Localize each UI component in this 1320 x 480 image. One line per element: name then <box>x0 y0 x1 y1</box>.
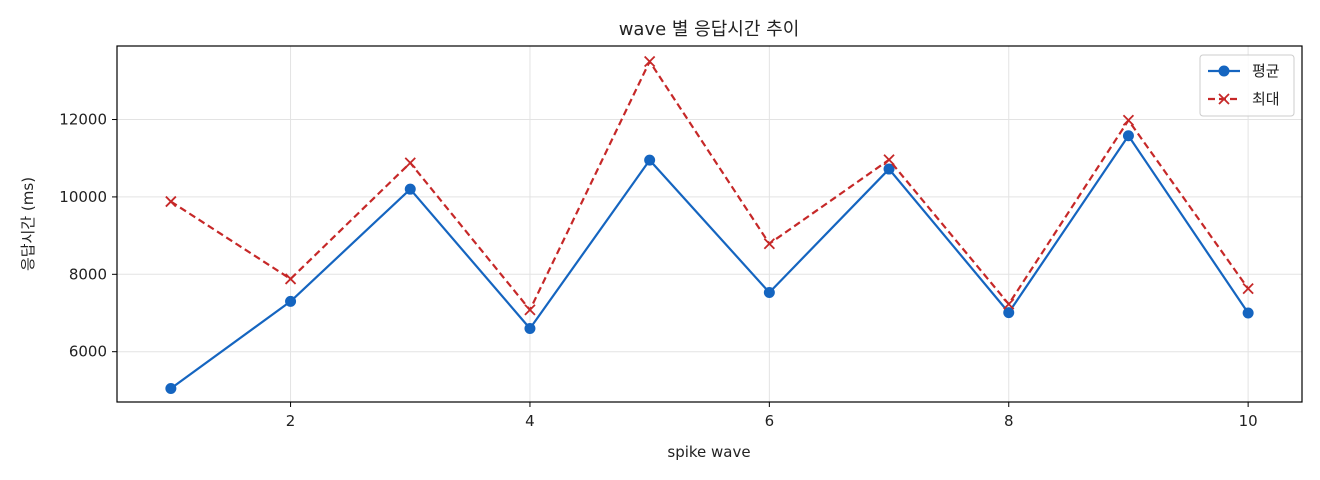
x-marker-stroke <box>763 238 775 250</box>
x-marker-stroke <box>1122 114 1135 126</box>
data-point-series-2 <box>404 157 416 169</box>
y-axis-title: 응답시간 (ms) <box>19 177 37 271</box>
legend-marker-1 <box>1218 65 1230 77</box>
legend-marker-2 <box>1218 93 1230 105</box>
data-point-series-2 <box>1242 282 1254 295</box>
x-marker-stroke <box>644 55 656 68</box>
data-point-series-2 <box>165 195 177 208</box>
x-tick-label: 10 <box>1239 412 1258 430</box>
data-point-series-2 <box>1003 298 1015 310</box>
x-marker-stroke <box>1003 298 1015 310</box>
x-tick-label: 8 <box>1004 412 1014 430</box>
y-tick-label: 6000 <box>69 343 107 361</box>
x-marker-stroke <box>883 154 895 166</box>
data-point-series-1 <box>285 295 297 307</box>
series-layer <box>165 55 1254 394</box>
data-point-series-2 <box>524 304 536 316</box>
grid-lines <box>117 46 1302 402</box>
data-point-series-2 <box>644 55 656 68</box>
data-point-series-1 <box>763 286 775 298</box>
x-tick-label: 2 <box>286 412 296 430</box>
x-marker-stroke <box>404 157 416 169</box>
x-axis-title: spike wave <box>667 443 750 461</box>
data-point-series-1 <box>524 322 536 334</box>
x-marker-stroke <box>1218 93 1230 105</box>
data-point-series-2 <box>883 154 895 166</box>
data-point-series-1 <box>1122 130 1134 142</box>
legend-label-2: 최대 <box>1252 90 1280 108</box>
data-point-series-2 <box>1122 114 1135 126</box>
data-point-series-2 <box>284 273 297 285</box>
x-marker-stroke <box>165 195 177 208</box>
data-point-series-1 <box>883 163 895 175</box>
series-line-2 <box>170 60 1250 312</box>
chart-title: wave 별 응답시간 추이 <box>619 19 800 40</box>
data-point-series-1 <box>165 382 177 394</box>
y-tick-label: 12000 <box>59 111 107 129</box>
data-point-series-1 <box>1242 307 1254 319</box>
data-point-series-2 <box>763 238 775 250</box>
legend-box <box>1199 54 1295 117</box>
y-tick-label: 8000 <box>69 265 107 283</box>
legend-label-1: 평균 <box>1252 62 1280 80</box>
x-marker-stroke <box>284 273 297 285</box>
x-tick-label: 4 <box>525 412 535 430</box>
x-tick-label: 6 <box>765 412 775 430</box>
plot-area-frame <box>116 45 1303 403</box>
axis-ticks: 2 4 6 8 10 6000 8000 10000 12000 <box>59 111 1257 430</box>
data-point-series-1 <box>404 183 416 195</box>
x-marker-stroke <box>1242 282 1254 295</box>
series-line-1 <box>170 134 1250 390</box>
y-tick-label: 10000 <box>59 188 107 206</box>
data-point-series-1 <box>644 154 656 166</box>
x-marker-stroke <box>524 304 536 316</box>
data-point-series-1 <box>1003 307 1015 319</box>
